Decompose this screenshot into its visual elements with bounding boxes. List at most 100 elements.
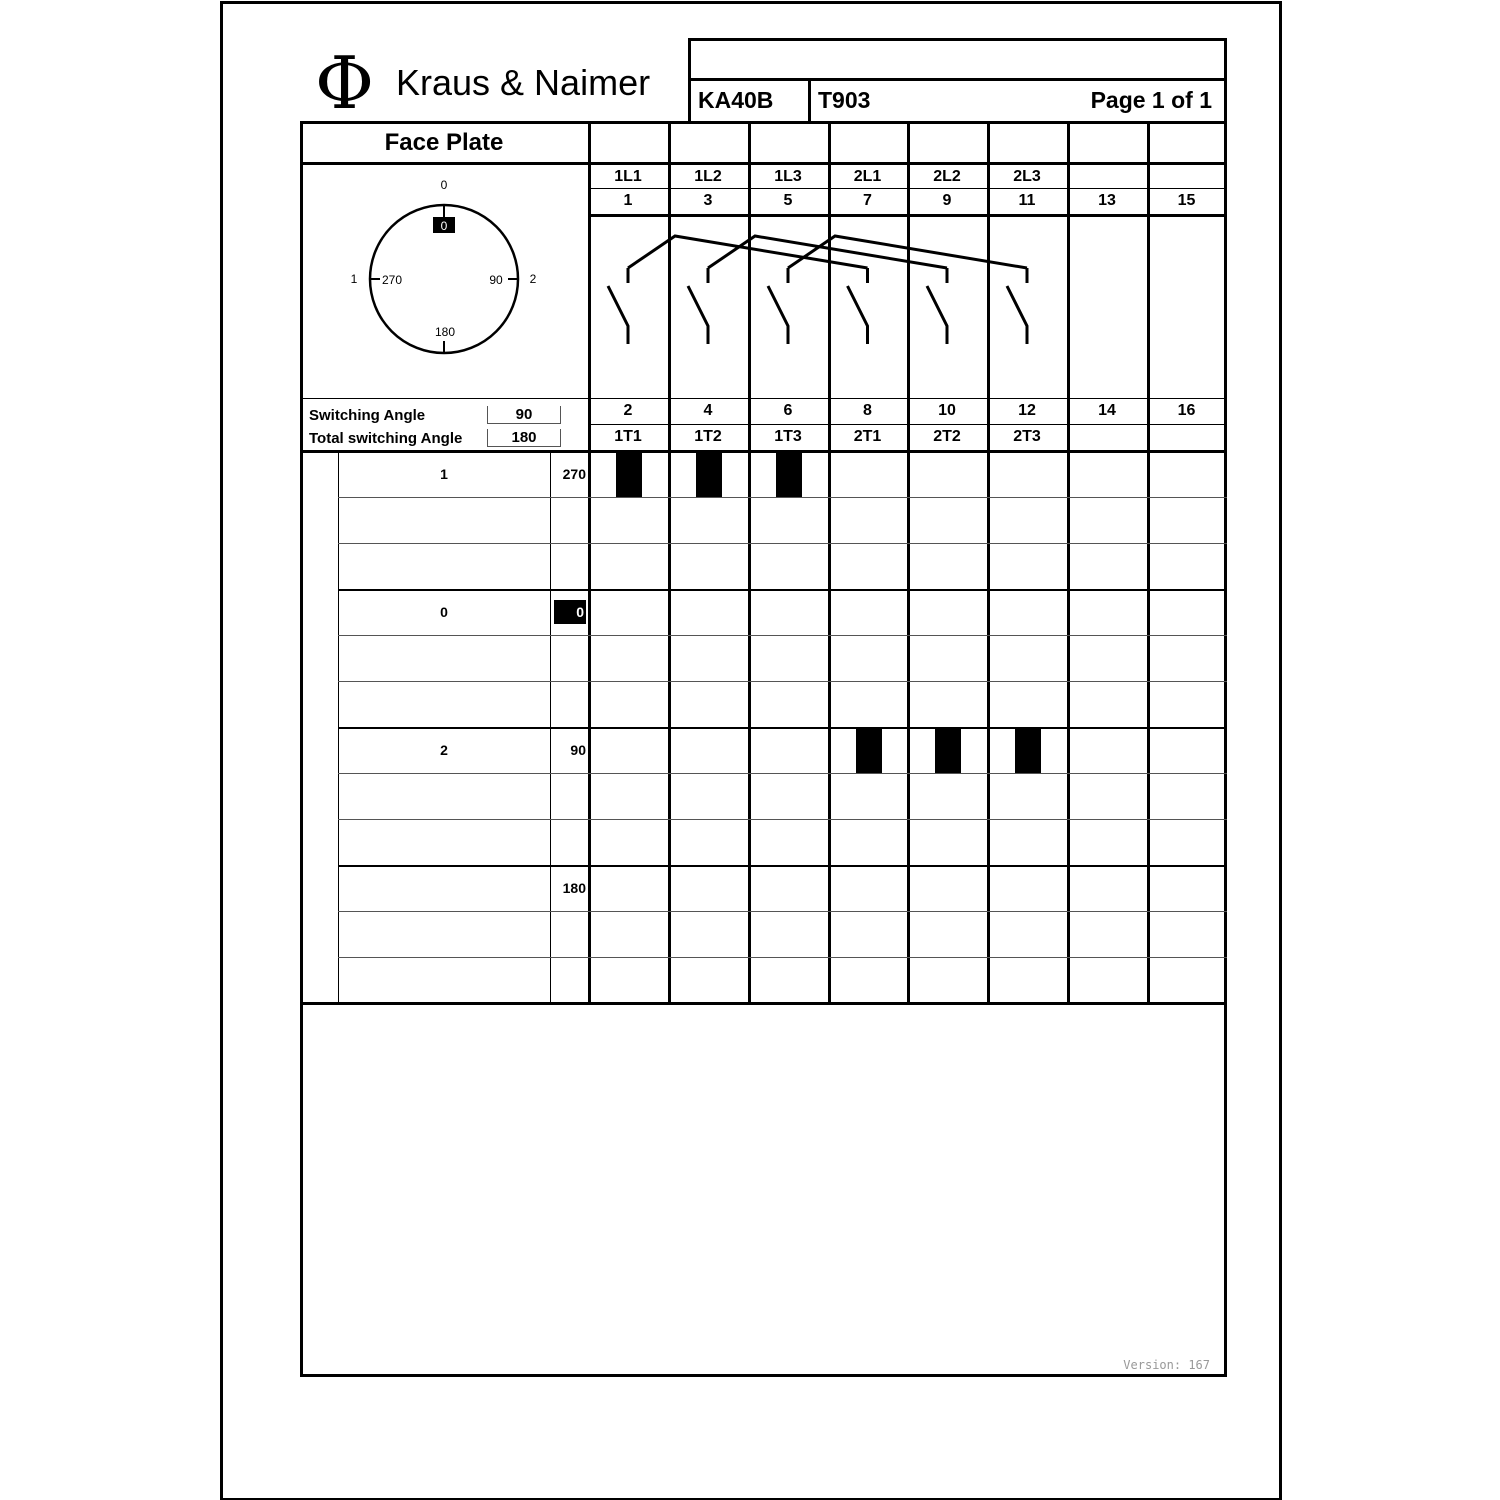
row-divider xyxy=(338,957,1227,958)
bottom-terminal: 8 xyxy=(863,402,872,419)
dial-label-right: 2 xyxy=(529,272,537,286)
top-terminal: 3 xyxy=(703,192,713,209)
column-divider xyxy=(987,122,990,1003)
version-label: Version: 167 xyxy=(1123,1358,1210,1372)
row-divider xyxy=(338,543,1227,544)
line-label xyxy=(1067,166,1147,188)
row-divider xyxy=(338,865,1227,867)
dial-angle-left: 270 xyxy=(381,273,403,287)
position-angle xyxy=(552,773,586,819)
bottom-terminal: 16 xyxy=(1177,402,1196,419)
contact-schematic xyxy=(606,234,1029,344)
row-divider xyxy=(338,681,1227,682)
line-label: 2L1 xyxy=(853,168,882,185)
brand-name: Kraus & Naimer xyxy=(396,62,651,103)
top-terminal: 1 xyxy=(623,192,633,209)
total-angle-value: 180 xyxy=(487,429,561,447)
position-angle: 180 xyxy=(562,880,586,896)
dial-label-top: 0 xyxy=(440,178,448,192)
position-label xyxy=(338,635,550,681)
contact-line xyxy=(925,285,949,344)
position-angle: 0 xyxy=(554,600,586,624)
face-plate-dial xyxy=(368,203,520,355)
dial-angle-bottom: 180 xyxy=(434,325,456,339)
load-label: 2T2 xyxy=(933,428,961,445)
position-label xyxy=(338,911,550,957)
bottom-terminal: 10 xyxy=(938,402,956,419)
position-label xyxy=(338,865,550,911)
top-terminal: 11 xyxy=(1018,192,1036,209)
load-label: 1T2 xyxy=(694,428,722,445)
logo-symbol: Φ xyxy=(315,41,375,125)
load-label: 1T3 xyxy=(774,428,802,445)
total-angle-label: Total switching Angle xyxy=(309,430,463,447)
position-label xyxy=(338,957,550,1003)
load-label: 1T1 xyxy=(614,428,642,445)
top-terminal: 13 xyxy=(1098,192,1116,209)
position-label xyxy=(338,543,550,589)
position-angle xyxy=(552,635,586,681)
contact-line xyxy=(606,285,630,344)
face-plate-heading: Face Plate xyxy=(384,129,504,156)
row-divider xyxy=(338,911,1227,912)
line-label: 1L3 xyxy=(774,168,802,185)
switching-angle-label: Switching Angle xyxy=(309,407,426,424)
page-indicator: Page 1 of 1 xyxy=(1090,87,1212,113)
closed-contact-mark xyxy=(696,452,722,497)
sheet-border xyxy=(220,1,1282,1500)
position-label: 2 xyxy=(440,742,448,758)
line-label xyxy=(1147,166,1226,188)
column-divider xyxy=(828,122,831,1003)
row-divider xyxy=(338,497,1227,498)
column-divider xyxy=(1067,122,1070,1003)
position-angle xyxy=(552,911,586,957)
top-terminal: 9 xyxy=(942,192,952,209)
load-label: 2T3 xyxy=(1013,428,1041,445)
line-label: 2L2 xyxy=(933,168,961,185)
contact-line xyxy=(1005,285,1029,344)
position-angle xyxy=(552,681,586,727)
position-label: 0 xyxy=(440,604,448,620)
position-angle: 270 xyxy=(562,466,586,482)
bottom-terminal: 14 xyxy=(1098,402,1116,419)
position-label xyxy=(338,681,550,727)
contact-line xyxy=(686,285,710,344)
position-label xyxy=(338,819,550,865)
model-number: KA40B xyxy=(698,87,774,113)
row-divider xyxy=(338,727,1227,729)
line-label: 1L1 xyxy=(614,168,642,185)
program-number: T903 xyxy=(818,87,871,113)
row-divider xyxy=(338,819,1227,820)
line-label: 1L2 xyxy=(694,168,722,185)
column-divider xyxy=(907,122,910,1003)
top-terminal: 5 xyxy=(783,192,793,209)
line-label: 2L3 xyxy=(1013,168,1041,185)
contact-line xyxy=(707,234,948,270)
position-label: 1 xyxy=(440,466,448,482)
bottom-terminal: 12 xyxy=(1018,402,1036,419)
column-divider xyxy=(668,122,671,1003)
grid-line xyxy=(300,398,1227,399)
closed-contact-mark xyxy=(1015,728,1041,773)
position-label xyxy=(338,773,550,819)
contact-line xyxy=(846,285,869,344)
grid-line xyxy=(300,162,1227,165)
row-divider xyxy=(338,635,1227,636)
position-angle xyxy=(552,957,586,1003)
dial-angle-top: 0 xyxy=(440,219,448,233)
position-angle: 90 xyxy=(570,742,586,758)
contact-line xyxy=(766,285,790,344)
closed-contact-mark xyxy=(616,452,642,497)
load-label xyxy=(1067,425,1147,449)
position-angle xyxy=(552,819,586,865)
load-label xyxy=(1147,425,1226,449)
closed-contact-mark xyxy=(855,728,882,773)
position-label xyxy=(338,497,550,543)
row-divider xyxy=(338,773,1227,774)
column-divider xyxy=(588,122,591,1003)
bottom-terminal: 2 xyxy=(623,402,633,419)
grid-line xyxy=(300,450,1227,453)
position-angle xyxy=(552,543,586,589)
row-divider xyxy=(338,589,1227,591)
